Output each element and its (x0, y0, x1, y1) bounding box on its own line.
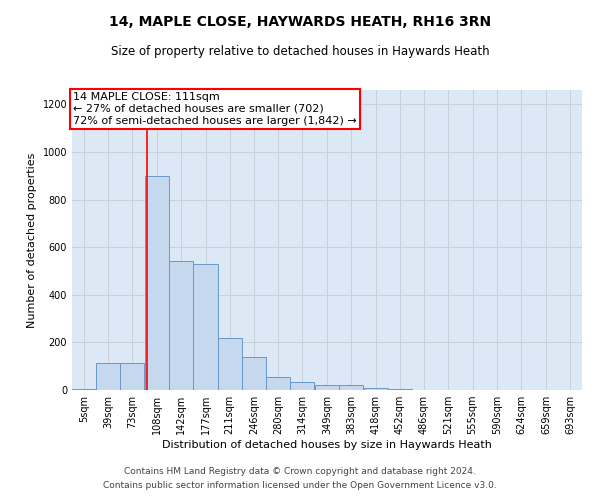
Bar (290, 382, 314, 390)
Bar (72, 389, 96, 390)
Text: 14, MAPLE CLOSE, HAYWARDS HEATH, RH16 3RN: 14, MAPLE CLOSE, HAYWARDS HEATH, RH16 3R… (109, 15, 491, 29)
Bar (120, 362, 144, 390)
Bar (218, 338, 242, 390)
Text: Contains HM Land Registry data © Crown copyright and database right 2024.: Contains HM Land Registry data © Crown c… (124, 467, 476, 476)
Bar (145, 176, 169, 390)
Bar (96, 362, 120, 390)
Text: Contains public sector information licensed under the Open Government Licence v3: Contains public sector information licen… (103, 481, 497, 490)
Bar (364, 388, 388, 390)
Bar (315, 385, 339, 390)
Bar (193, 264, 218, 390)
Text: 14 MAPLE CLOSE: 111sqm
← 27% of detached houses are smaller (702)
72% of semi-de: 14 MAPLE CLOSE: 111sqm ← 27% of detached… (73, 92, 357, 126)
Bar (388, 389, 412, 390)
X-axis label: Distribution of detached houses by size in Haywards Heath: Distribution of detached houses by size … (162, 440, 492, 450)
Bar (339, 385, 363, 390)
Y-axis label: Number of detached properties: Number of detached properties (27, 152, 37, 328)
Bar (169, 262, 193, 390)
Text: Size of property relative to detached houses in Haywards Heath: Size of property relative to detached ho… (110, 45, 490, 58)
Bar (266, 377, 290, 390)
Bar (242, 356, 266, 390)
